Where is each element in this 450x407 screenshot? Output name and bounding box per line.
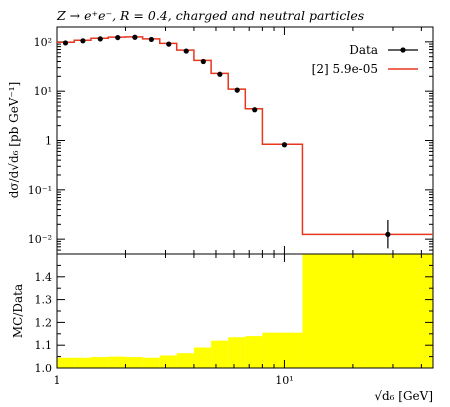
ratio-y-tick-label: 1.3 bbox=[35, 294, 53, 307]
ratio-band-bin bbox=[228, 337, 246, 368]
data-marker bbox=[234, 87, 240, 93]
ratio-y-tick-label: 1.2 bbox=[35, 316, 53, 329]
data-point bbox=[62, 40, 69, 46]
data-marker bbox=[80, 38, 86, 44]
ratio-y-axis-label: MC/Data bbox=[11, 284, 25, 338]
data-point bbox=[132, 34, 138, 40]
ratio-band-bin bbox=[262, 332, 303, 368]
data-marker bbox=[200, 58, 206, 65]
ratio-axis-ticks: 1.0 1.1 1.2 1.3 1.4 1 10¹ bbox=[35, 254, 433, 387]
data-point bbox=[166, 41, 172, 47]
data-point bbox=[385, 219, 391, 249]
main-y-tick-label: 10⁻¹ bbox=[28, 184, 52, 197]
ratio-y-tick-label: 1.1 bbox=[35, 339, 53, 352]
main-panel: 10⁻² 10⁻¹ 1 10¹ 10² bbox=[28, 26, 434, 255]
legend-entry-data: Data bbox=[349, 43, 418, 57]
data-marker bbox=[281, 142, 288, 148]
main-y-tick-label: 10⁻² bbox=[28, 233, 52, 246]
legend-mc-label: [2] 5.9e-05 bbox=[312, 62, 378, 76]
legend-data-marker bbox=[400, 47, 406, 53]
ratio-y-tick-label: 1.0 bbox=[35, 362, 53, 375]
data-marker bbox=[132, 34, 138, 40]
data-point bbox=[183, 48, 189, 54]
data-marker bbox=[217, 71, 223, 77]
ratio-panel: 1.0 1.1 1.2 1.3 1.4 1 10¹ bbox=[35, 253, 434, 387]
data-marker bbox=[115, 34, 121, 41]
main-y-tick-label: 10¹ bbox=[34, 85, 52, 98]
ratio-band-bin bbox=[142, 357, 160, 368]
data-point bbox=[148, 36, 154, 43]
ratio-band-bin bbox=[193, 347, 212, 368]
main-y-axis-label: dσ/d√d₆ [pb GeV⁻¹] bbox=[7, 82, 21, 199]
data-point bbox=[252, 107, 258, 113]
legend-entry-mc: [2] 5.9e-05 bbox=[312, 62, 418, 76]
ratio-band-bin bbox=[159, 355, 177, 368]
data-point bbox=[97, 36, 103, 42]
ratio-band-bin bbox=[74, 357, 91, 368]
data-marker bbox=[97, 36, 103, 42]
data-points bbox=[62, 34, 391, 249]
chart-title: Z → e⁺e⁻, R = 0.4, charged and neutral p… bbox=[56, 8, 364, 23]
ratio-band-bin bbox=[90, 357, 109, 368]
legend: Data [2] 5.9e-05 bbox=[312, 43, 418, 76]
data-point bbox=[200, 58, 206, 65]
ratio-band-bin bbox=[245, 336, 263, 368]
ratio-band-bin bbox=[57, 357, 75, 368]
ratio-band-bin bbox=[176, 353, 194, 368]
x-tick-label: 10¹ bbox=[275, 374, 293, 387]
data-point bbox=[217, 71, 223, 77]
data-marker bbox=[252, 107, 258, 113]
data-marker bbox=[385, 231, 391, 237]
x-tick-label: 1 bbox=[54, 374, 61, 387]
ratio-y-tick-label: 1.4 bbox=[35, 271, 53, 284]
data-point bbox=[234, 87, 240, 93]
x-axis-label: √d₆ [GeV] bbox=[374, 389, 433, 403]
ratio-band-bin bbox=[125, 357, 143, 368]
data-point bbox=[281, 142, 288, 148]
data-marker bbox=[183, 48, 189, 54]
data-marker bbox=[62, 40, 69, 46]
data-marker bbox=[148, 36, 154, 43]
data-point bbox=[115, 34, 121, 41]
ratio-band-bin bbox=[108, 356, 126, 368]
data-point bbox=[80, 38, 86, 44]
ratio-band-bin bbox=[211, 340, 229, 368]
data-marker bbox=[166, 41, 172, 47]
main-y-tick-label: 10² bbox=[34, 36, 52, 49]
legend-data-label: Data bbox=[349, 43, 378, 57]
ratio-band-bin bbox=[302, 254, 433, 368]
ratio-band bbox=[57, 254, 433, 368]
main-y-tick-label: 1 bbox=[45, 135, 52, 148]
main-axis-ticks: 10⁻² 10⁻¹ 1 10¹ 10² bbox=[28, 26, 433, 255]
